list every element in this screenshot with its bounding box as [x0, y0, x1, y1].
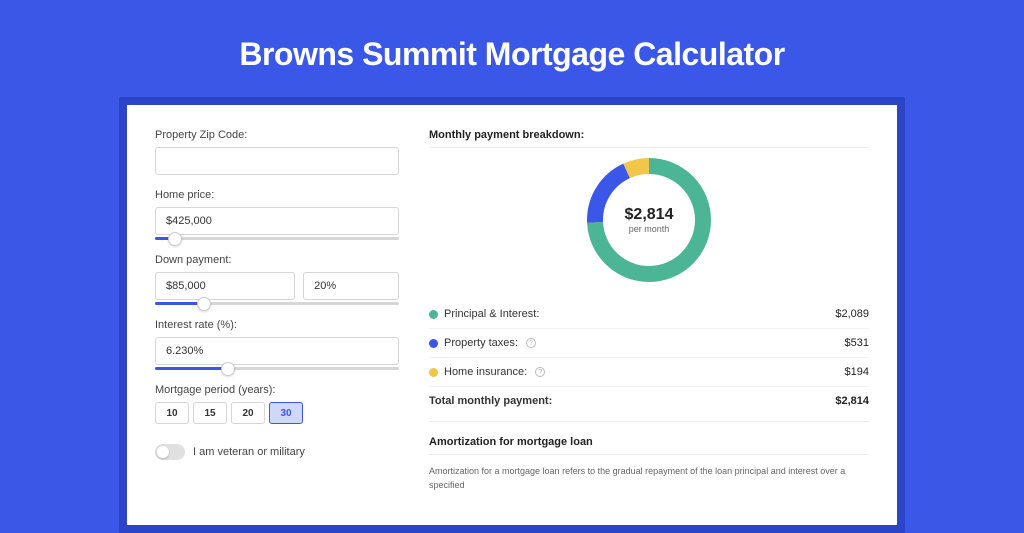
info-icon[interactable]: ?	[535, 367, 545, 377]
legend: Principal & Interest: $2,089 Property taxe…	[429, 300, 869, 386]
donut-sub: per month	[629, 224, 670, 234]
legend-dot-icon	[429, 310, 438, 319]
total-label: Total monthly payment:	[429, 395, 552, 407]
amortization-body: Amortization for a mortgage loan refers …	[429, 465, 869, 492]
divider	[429, 454, 869, 455]
breakdown-column: Monthly payment breakdown: $2,814 per mo…	[429, 129, 869, 525]
interest-rate-label: Interest rate (%):	[155, 319, 399, 331]
legend-label: Principal & Interest:	[444, 308, 539, 320]
down-payment-slider[interactable]	[155, 302, 399, 305]
down-payment-amount-input[interactable]	[155, 272, 295, 300]
donut-center: $2,814 per month	[587, 158, 711, 282]
home-price-input[interactable]	[155, 207, 399, 235]
interest-rate-field: Interest rate (%):	[155, 319, 399, 370]
legend-row-home_insurance: Home insurance:? $194	[429, 357, 869, 386]
donut-amount: $2,814	[625, 206, 674, 224]
form-column: Property Zip Code: Home price: Down paym…	[155, 129, 399, 525]
legend-value: $531	[845, 337, 869, 349]
veteran-toggle[interactable]	[155, 444, 185, 460]
period-option-15[interactable]: 15	[193, 402, 227, 424]
period-option-30[interactable]: 30	[269, 402, 303, 424]
mortgage-period-field: Mortgage period (years): 10152030	[155, 384, 399, 424]
info-icon[interactable]: ?	[526, 338, 536, 348]
veteran-label: I am veteran or military	[193, 446, 305, 458]
donut-chart-wrap: $2,814 per month	[429, 158, 869, 282]
legend-row-property_taxes: Property taxes:? $531	[429, 328, 869, 357]
slider-thumb[interactable]	[221, 362, 235, 376]
zip-input[interactable]	[155, 147, 399, 175]
zip-field: Property Zip Code:	[155, 129, 399, 175]
donut-chart: $2,814 per month	[587, 158, 711, 282]
home-price-field: Home price:	[155, 189, 399, 240]
divider	[429, 421, 869, 422]
down-payment-label: Down payment:	[155, 254, 399, 266]
total-value: $2,814	[835, 395, 869, 407]
period-option-10[interactable]: 10	[155, 402, 189, 424]
toggle-knob	[157, 446, 169, 458]
slider-thumb[interactable]	[168, 232, 182, 246]
legend-value: $2,089	[835, 308, 869, 320]
zip-label: Property Zip Code:	[155, 129, 399, 141]
slider-thumb[interactable]	[197, 297, 211, 311]
mortgage-period-label: Mortgage period (years):	[155, 384, 399, 396]
interest-rate-input[interactable]	[155, 337, 399, 365]
interest-rate-slider[interactable]	[155, 367, 399, 370]
divider	[429, 147, 869, 148]
veteran-toggle-row: I am veteran or military	[155, 444, 399, 460]
period-option-20[interactable]: 20	[231, 402, 265, 424]
calculator-card-outer: Property Zip Code: Home price: Down paym…	[119, 97, 905, 533]
page-title: Browns Summit Mortgage Calculator	[0, 0, 1024, 97]
home-price-slider[interactable]	[155, 237, 399, 240]
down-payment-field: Down payment:	[155, 254, 399, 305]
legend-label: Property taxes:	[444, 337, 518, 349]
amortization-title: Amortization for mortgage loan	[429, 436, 869, 448]
down-payment-percent-input[interactable]	[303, 272, 399, 300]
breakdown-title: Monthly payment breakdown:	[429, 129, 869, 141]
legend-row-total: Total monthly payment: $2,814	[429, 386, 869, 415]
home-price-label: Home price:	[155, 189, 399, 201]
legend-dot-icon	[429, 339, 438, 348]
legend-label: Home insurance:	[444, 366, 527, 378]
legend-value: $194	[845, 366, 869, 378]
legend-dot-icon	[429, 368, 438, 377]
calculator-card: Property Zip Code: Home price: Down paym…	[127, 105, 897, 525]
legend-row-principal_interest: Principal & Interest: $2,089	[429, 300, 869, 328]
